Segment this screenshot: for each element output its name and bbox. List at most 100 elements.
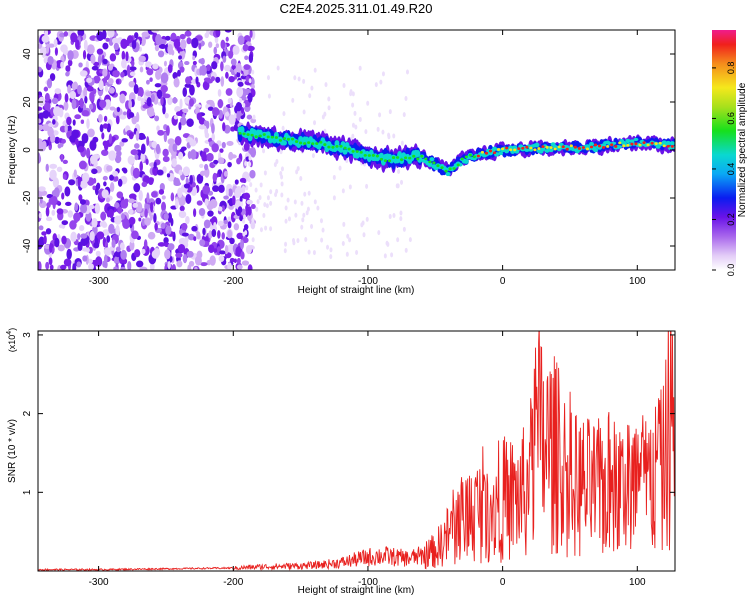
heatmap-noise-cell	[38, 236, 45, 247]
heatmap-noise-cell	[243, 224, 249, 230]
heatmap-noise-cell	[160, 222, 166, 229]
heatmap-peak-cell	[258, 134, 262, 138]
heatmap-noise-cell	[236, 157, 241, 165]
heatmap-noise-cell	[392, 133, 396, 139]
heatmap-noise-cell	[102, 123, 109, 129]
heatmap-noise-cell	[215, 76, 221, 83]
heatmap-noise-cell	[56, 208, 64, 215]
heatmap-noise-cell	[155, 143, 161, 155]
heatmap-noise-cell	[115, 246, 121, 253]
heatmap-noise-cell	[154, 83, 162, 88]
heatmap-noise-cell	[192, 55, 196, 61]
heatmap-noise-cell	[236, 257, 241, 265]
heatmap-peak-cell	[646, 143, 650, 147]
heatmap-noise-cell	[239, 97, 243, 103]
heatmap-noise-cell	[43, 102, 51, 111]
heatmap-noise-cell	[67, 210, 74, 218]
spectrogram-x-label: Height of straight line (km)	[298, 285, 415, 296]
heatmap-peak-cell	[521, 146, 525, 150]
heatmap-noise-cell	[131, 230, 139, 240]
heatmap-noise-cell	[239, 177, 247, 183]
heatmap-noise-cell	[167, 96, 173, 106]
heatmap-noise-cell	[39, 46, 48, 56]
heatmap-noise-cell	[132, 167, 140, 179]
heatmap-noise-cell	[251, 69, 255, 75]
heatmap-noise-cell	[127, 260, 132, 270]
heatmap-noise-cell	[102, 42, 109, 50]
heatmap-peak-cell	[650, 141, 654, 145]
heatmap-noise-cell	[49, 264, 54, 270]
heatmap-noise-cell	[208, 230, 213, 239]
heatmap-noise-cell	[80, 237, 88, 247]
y-tick-label: 40	[22, 48, 33, 60]
heatmap-noise-cell	[136, 111, 140, 123]
heatmap-noise-cell	[252, 114, 256, 120]
heatmap-noise-cell	[69, 90, 77, 100]
heatmap-noise-cell	[405, 69, 409, 75]
heatmap-noise-cell	[293, 199, 297, 205]
heatmap-noise-cell	[75, 39, 80, 50]
heatmap-noise-cell	[227, 262, 232, 270]
heatmap-peak-cell	[363, 153, 367, 157]
heatmap-noise-cell	[227, 97, 232, 104]
heatmap-noise-cell	[178, 200, 184, 207]
heatmap-noise-cell	[162, 156, 170, 163]
heatmap-noise-cell	[182, 166, 191, 177]
heatmap-noise-cell	[96, 231, 105, 240]
heatmap-noise-cell	[213, 221, 217, 231]
heatmap-peak-cell	[274, 136, 278, 139]
heatmap-noise-cell	[204, 163, 209, 171]
heatmap-noise-cell	[93, 61, 100, 66]
heatmap-noise-cell	[259, 227, 263, 233]
heatmap-noise-cell	[99, 124, 104, 133]
heatmap-noise-cell	[220, 61, 224, 72]
heatmap-noise-cell	[211, 61, 218, 70]
heatmap-noise-cell	[221, 141, 226, 149]
heatmap-signal-cell	[617, 145, 623, 149]
heatmap-noise-cell	[78, 160, 87, 170]
heatmap-noise-cell	[366, 100, 370, 106]
heatmap-noise-cell	[400, 140, 404, 146]
heatmap-peak-cell	[622, 144, 626, 148]
heatmap-noise-cell	[307, 190, 311, 196]
heatmap-peak-cell	[379, 157, 384, 161]
heatmap-noise-cell	[151, 191, 158, 198]
heatmap-noise-cell	[146, 79, 150, 85]
heatmap-noise-cell	[155, 197, 162, 205]
heatmap-noise-cell	[70, 231, 77, 242]
heatmap-noise-cell	[86, 86, 94, 92]
heatmap-noise-cell	[112, 37, 119, 44]
heatmap-noise-cell	[144, 61, 152, 68]
heatmap-noise-cell	[217, 157, 225, 165]
heatmap-peak-cell	[642, 141, 646, 145]
heatmap-noise-cell	[365, 183, 369, 189]
heatmap-noise-cell	[351, 133, 355, 139]
heatmap-noise-cell	[276, 65, 280, 71]
heatmap-peak-cell	[315, 142, 319, 145]
heatmap-peak-cell	[626, 143, 630, 147]
heatmap-noise-cell	[183, 183, 190, 189]
heatmap-noise-cell	[82, 255, 88, 262]
heatmap-noise-cell	[200, 262, 208, 267]
heatmap-noise-cell	[262, 213, 266, 219]
heatmap-noise-cell	[167, 260, 171, 270]
heatmap-noise-cell	[327, 105, 331, 111]
heatmap-signal-cell	[629, 139, 635, 143]
heatmap-noise-cell	[218, 184, 225, 193]
heatmap-noise-cell	[220, 39, 226, 50]
heatmap-peak-cell	[525, 145, 529, 149]
heatmap-noise-cell	[292, 238, 296, 244]
heatmap-noise-cell	[53, 38, 58, 48]
heatmap-noise-cell	[69, 134, 78, 143]
heatmap-noise-cell	[206, 99, 214, 105]
heatmap-peak-cell	[662, 144, 666, 148]
heatmap-noise-cell	[303, 191, 307, 197]
heatmap-noise-cell	[77, 30, 85, 37]
heatmap-peak-cell	[513, 148, 517, 152]
heatmap-noise-cell	[93, 241, 100, 249]
y-tick-label: 0	[22, 147, 33, 153]
heatmap-peak-cell	[569, 144, 573, 148]
heatmap-noise-cell	[129, 71, 136, 77]
heatmap-noise-cell	[213, 248, 218, 253]
heatmap-noise-cell	[74, 114, 82, 120]
